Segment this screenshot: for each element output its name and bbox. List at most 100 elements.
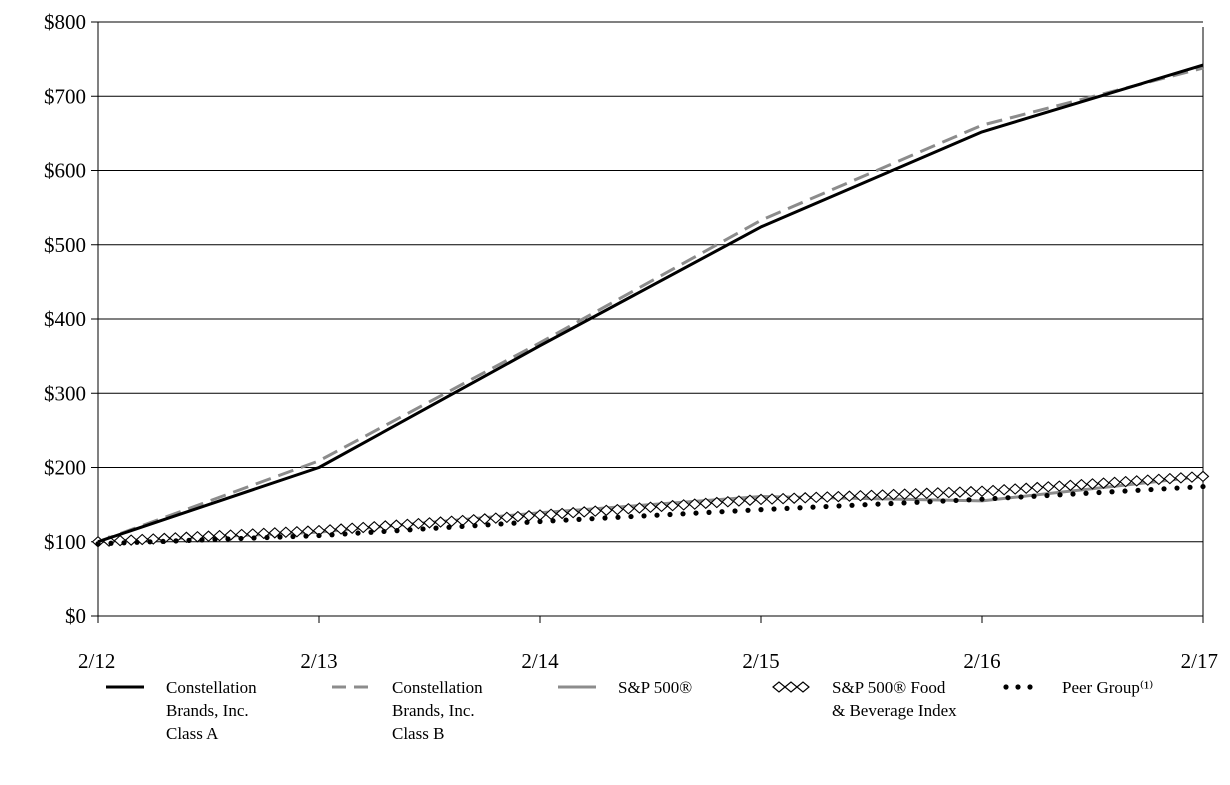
dot-marker (706, 509, 712, 515)
dot-marker (732, 508, 738, 514)
diamond-marker (202, 530, 215, 542)
dot-marker (979, 496, 985, 502)
diamond-marker (677, 499, 690, 511)
diamond-marker (1174, 472, 1188, 484)
dot-marker (1148, 486, 1154, 493)
dot-marker (420, 526, 426, 532)
dot-marker (134, 539, 140, 545)
y-tick-label: $400 (44, 307, 86, 331)
dot-marker (875, 501, 881, 507)
diamond-marker (533, 509, 547, 521)
dot-marker (355, 530, 361, 536)
dot-marker (758, 507, 764, 513)
diamond-marker (699, 497, 713, 510)
dot-marker (524, 519, 530, 525)
diamond-marker (820, 491, 834, 503)
dot-marker (992, 495, 998, 502)
diamond-marker (622, 503, 635, 515)
dot-marker (1161, 486, 1167, 492)
dot-marker (1122, 488, 1128, 494)
diamond-marker (445, 515, 458, 528)
diamond-marker (599, 504, 613, 517)
diamond-marker (511, 510, 525, 523)
dot-marker (446, 524, 452, 530)
dot-marker (329, 532, 335, 538)
diamond-marker (566, 506, 580, 519)
diamond-marker (1086, 478, 1099, 490)
series-3-line (91, 470, 1210, 548)
dot-marker (108, 540, 114, 546)
diamond-marker (1152, 473, 1166, 486)
dot-marker (238, 535, 244, 542)
diamond-marker (588, 505, 602, 517)
y-tick-label: $700 (44, 84, 86, 108)
dot-marker (901, 500, 907, 506)
diamond-marker (467, 513, 481, 526)
dot-marker (225, 536, 231, 542)
diamond-marker (666, 499, 679, 512)
diamond-marker (1097, 477, 1110, 489)
y-tick-label: $500 (44, 233, 86, 257)
dot-marker (1187, 484, 1193, 490)
diamond-marker (1141, 474, 1155, 486)
y-tick-label: $200 (44, 456, 86, 480)
diamond-marker (1196, 470, 1210, 483)
dot-marker (576, 516, 582, 522)
dot-marker (693, 510, 699, 516)
diamond-marker (832, 490, 845, 503)
dot-marker (511, 520, 517, 526)
dot-marker (1005, 495, 1011, 501)
dot-marker (810, 504, 816, 510)
x-tick-label: 2/15 (742, 649, 779, 673)
diamond-marker (975, 485, 989, 498)
diamond-marker (611, 503, 624, 516)
diamond-marker (1008, 483, 1022, 495)
diamond-marker (478, 513, 492, 525)
diamond-marker (334, 523, 348, 535)
dot-marker (966, 497, 972, 503)
diamond-marker (1119, 475, 1132, 488)
dot-marker (472, 523, 478, 529)
dot-marker (199, 537, 205, 543)
diamond-marker (909, 487, 923, 500)
dot-marker (953, 497, 959, 504)
y-tick-label: $800 (44, 10, 86, 34)
diamond-marker (1185, 471, 1199, 483)
series-1-line (97, 66, 1204, 544)
dot-marker (797, 505, 803, 511)
x-tick-label: 2/17 (1181, 649, 1218, 673)
dot-marker (589, 516, 595, 522)
dot-marker (771, 506, 777, 512)
diamond-marker (721, 496, 735, 508)
dot-marker (1200, 483, 1206, 490)
dot-marker (745, 507, 751, 513)
diamond-marker (1108, 476, 1121, 489)
dot-marker (186, 537, 192, 543)
diamond-marker (644, 501, 657, 513)
dot-marker (394, 528, 400, 534)
dot-marker (1070, 491, 1076, 497)
diamond-marker (809, 491, 823, 504)
dot-marker (121, 540, 127, 546)
series-lines (91, 63, 1210, 548)
x-tick-label: 2/12 (78, 649, 115, 673)
diamond-marker (776, 492, 790, 505)
x-tick-label: 2/14 (521, 649, 559, 673)
dot-marker (1057, 492, 1063, 498)
dot-marker (1044, 492, 1050, 499)
diamond-marker (577, 506, 591, 518)
diamond-marker (1064, 479, 1077, 492)
dot-marker (264, 534, 270, 541)
dot-marker (303, 533, 309, 539)
dot-marker (316, 532, 322, 539)
diamond-marker (367, 520, 381, 533)
dot-marker (1174, 485, 1180, 491)
dot-marker (1083, 490, 1089, 496)
dot-marker (888, 500, 894, 507)
diamond-marker (1163, 472, 1177, 485)
x-tick-labels: 2/12 2/13 2/14 2/15 2/16 2/17 (78, 649, 1218, 673)
diamond-marker (743, 494, 757, 506)
dot-marker (680, 511, 686, 517)
dot-marker (212, 536, 218, 543)
dot-marker (459, 523, 465, 530)
